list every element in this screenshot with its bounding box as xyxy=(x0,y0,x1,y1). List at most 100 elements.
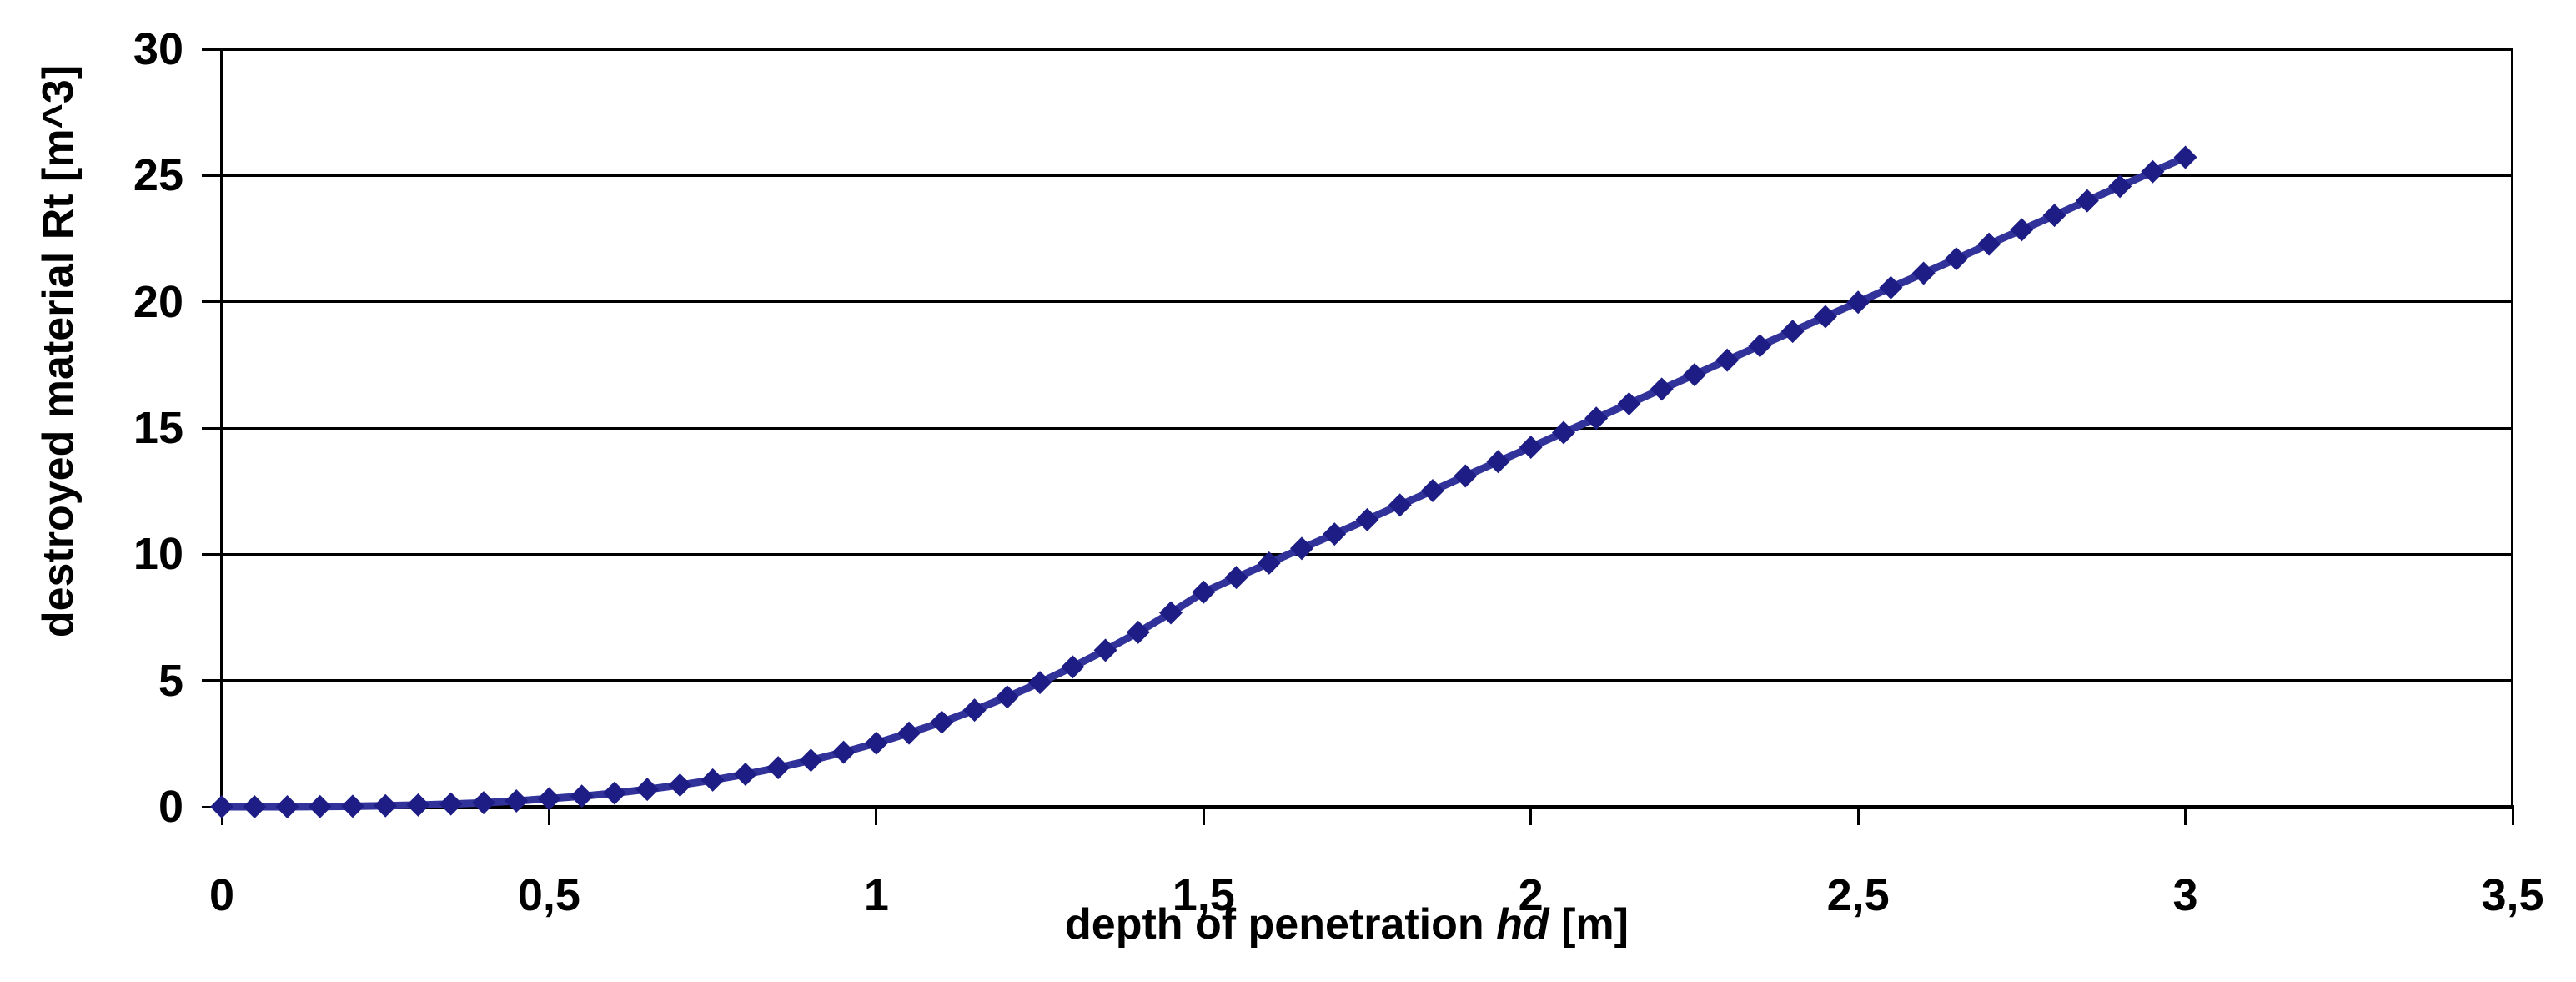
data-point-marker xyxy=(1977,232,2001,256)
data-point-marker xyxy=(1551,420,1575,445)
gridline xyxy=(222,552,2513,556)
data-point-marker xyxy=(1911,261,1936,285)
data-point-marker xyxy=(995,685,1019,709)
x-axis-title-symbol: hd xyxy=(1496,900,1549,949)
data-point-marker xyxy=(1584,406,1609,431)
x-tick-label: 2,5 xyxy=(1826,870,1890,920)
data-point-marker xyxy=(799,748,823,773)
data-point-marker xyxy=(1159,601,1183,625)
x-tick-mark xyxy=(1202,807,1205,825)
data-series xyxy=(210,145,2197,818)
y-tick-label: 0 xyxy=(158,782,183,832)
y-tick-mark xyxy=(202,174,220,177)
x-tick-mark xyxy=(2511,807,2514,825)
data-point-marker xyxy=(1290,536,1314,561)
data-point-marker xyxy=(308,794,332,818)
data-point-marker xyxy=(831,740,856,764)
data-point-marker xyxy=(1323,522,1347,546)
data-point-marker xyxy=(2075,189,2099,213)
data-point-marker xyxy=(1061,655,1085,679)
y-tick-label: 5 xyxy=(158,655,183,706)
gridline xyxy=(222,426,2513,430)
data-point-marker xyxy=(1650,377,1674,401)
data-point-marker xyxy=(930,710,954,734)
data-point-marker xyxy=(1486,450,1510,474)
y-axis-title: destroyed material Rt [m^3] xyxy=(34,64,83,638)
y-tick-label: 10 xyxy=(133,529,183,580)
data-point-marker xyxy=(733,762,757,786)
data-point-marker xyxy=(1846,290,1870,315)
data-point-marker xyxy=(1093,638,1117,662)
data-point-marker xyxy=(1813,305,1837,329)
x-tick-mark xyxy=(1856,807,1860,825)
x-axis-title-suffix: [m] xyxy=(1549,900,1629,949)
data-point-marker xyxy=(1420,479,1444,503)
data-point-marker xyxy=(897,721,921,745)
x-tick-mark xyxy=(875,807,878,825)
gridline xyxy=(222,174,2513,177)
x-tick-mark xyxy=(547,807,550,825)
data-point-marker xyxy=(471,791,495,815)
data-point-marker xyxy=(1682,363,1706,387)
plot-area xyxy=(202,48,2514,825)
data-point-marker xyxy=(1028,671,1052,695)
data-point-marker xyxy=(962,698,987,723)
data-point-marker xyxy=(1715,348,1740,372)
x-axis-title-prefix: depth of penetration xyxy=(1065,900,1497,949)
x-tick-label: 0,5 xyxy=(517,870,580,920)
y-tick-label: 25 xyxy=(133,150,183,201)
data-point-marker xyxy=(1454,464,1478,488)
data-point-marker xyxy=(210,795,233,818)
gridline xyxy=(222,679,2513,682)
data-point-marker xyxy=(1388,493,1412,517)
x-tick-label: 1 xyxy=(863,870,889,920)
y-tick-mark xyxy=(202,48,220,51)
data-point-marker xyxy=(374,793,398,818)
data-point-marker xyxy=(1224,566,1248,590)
y-tick-label: 30 xyxy=(133,24,183,74)
data-point-marker xyxy=(635,778,660,802)
x-tick-label: 3 xyxy=(2172,870,2198,920)
x-tick-mark xyxy=(2184,807,2187,825)
data-point-marker xyxy=(1780,320,1805,344)
data-point-marker xyxy=(1519,436,1543,460)
x-tick-label: 2 xyxy=(1518,870,1544,920)
data-point-marker xyxy=(1355,507,1379,531)
x-axis-line xyxy=(220,805,2514,809)
series-line xyxy=(222,154,2187,811)
data-point-marker xyxy=(766,756,791,780)
data-point-marker xyxy=(668,773,692,797)
data-point-marker xyxy=(505,789,529,813)
data-point-marker xyxy=(439,792,463,816)
data-point-marker xyxy=(2108,174,2132,199)
y-tick-mark xyxy=(202,552,220,556)
data-point-marker xyxy=(2042,204,2066,228)
y-tick-mark xyxy=(202,426,220,430)
data-point-marker xyxy=(2173,145,2197,169)
data-point-marker xyxy=(2141,159,2165,184)
data-point-marker xyxy=(1192,580,1216,604)
data-point-marker xyxy=(602,781,626,805)
data-point-marker xyxy=(700,768,725,792)
data-point-marker xyxy=(1748,334,1772,358)
x-tick-mark xyxy=(1529,807,1533,825)
data-point-marker xyxy=(340,794,364,818)
y-axis-line xyxy=(220,48,223,809)
data-point-marker xyxy=(2010,218,2034,242)
y-tick-mark xyxy=(202,300,220,304)
data-point-marker xyxy=(1257,551,1281,575)
data-point-marker xyxy=(275,795,299,818)
plot-right-border xyxy=(2511,49,2513,807)
data-point-marker xyxy=(570,784,594,808)
y-tick-label: 15 xyxy=(133,403,183,453)
x-tick-label: 0 xyxy=(208,870,235,920)
data-point-marker xyxy=(1879,275,1903,300)
data-point-marker xyxy=(243,795,267,818)
x-tick-label: 1,5 xyxy=(1172,870,1235,920)
gridline xyxy=(222,300,2513,304)
x-tick-label: 3,5 xyxy=(2481,870,2544,920)
gridline xyxy=(222,48,2513,51)
y-tick-label: 20 xyxy=(133,276,183,327)
y-tick-mark xyxy=(202,679,220,682)
